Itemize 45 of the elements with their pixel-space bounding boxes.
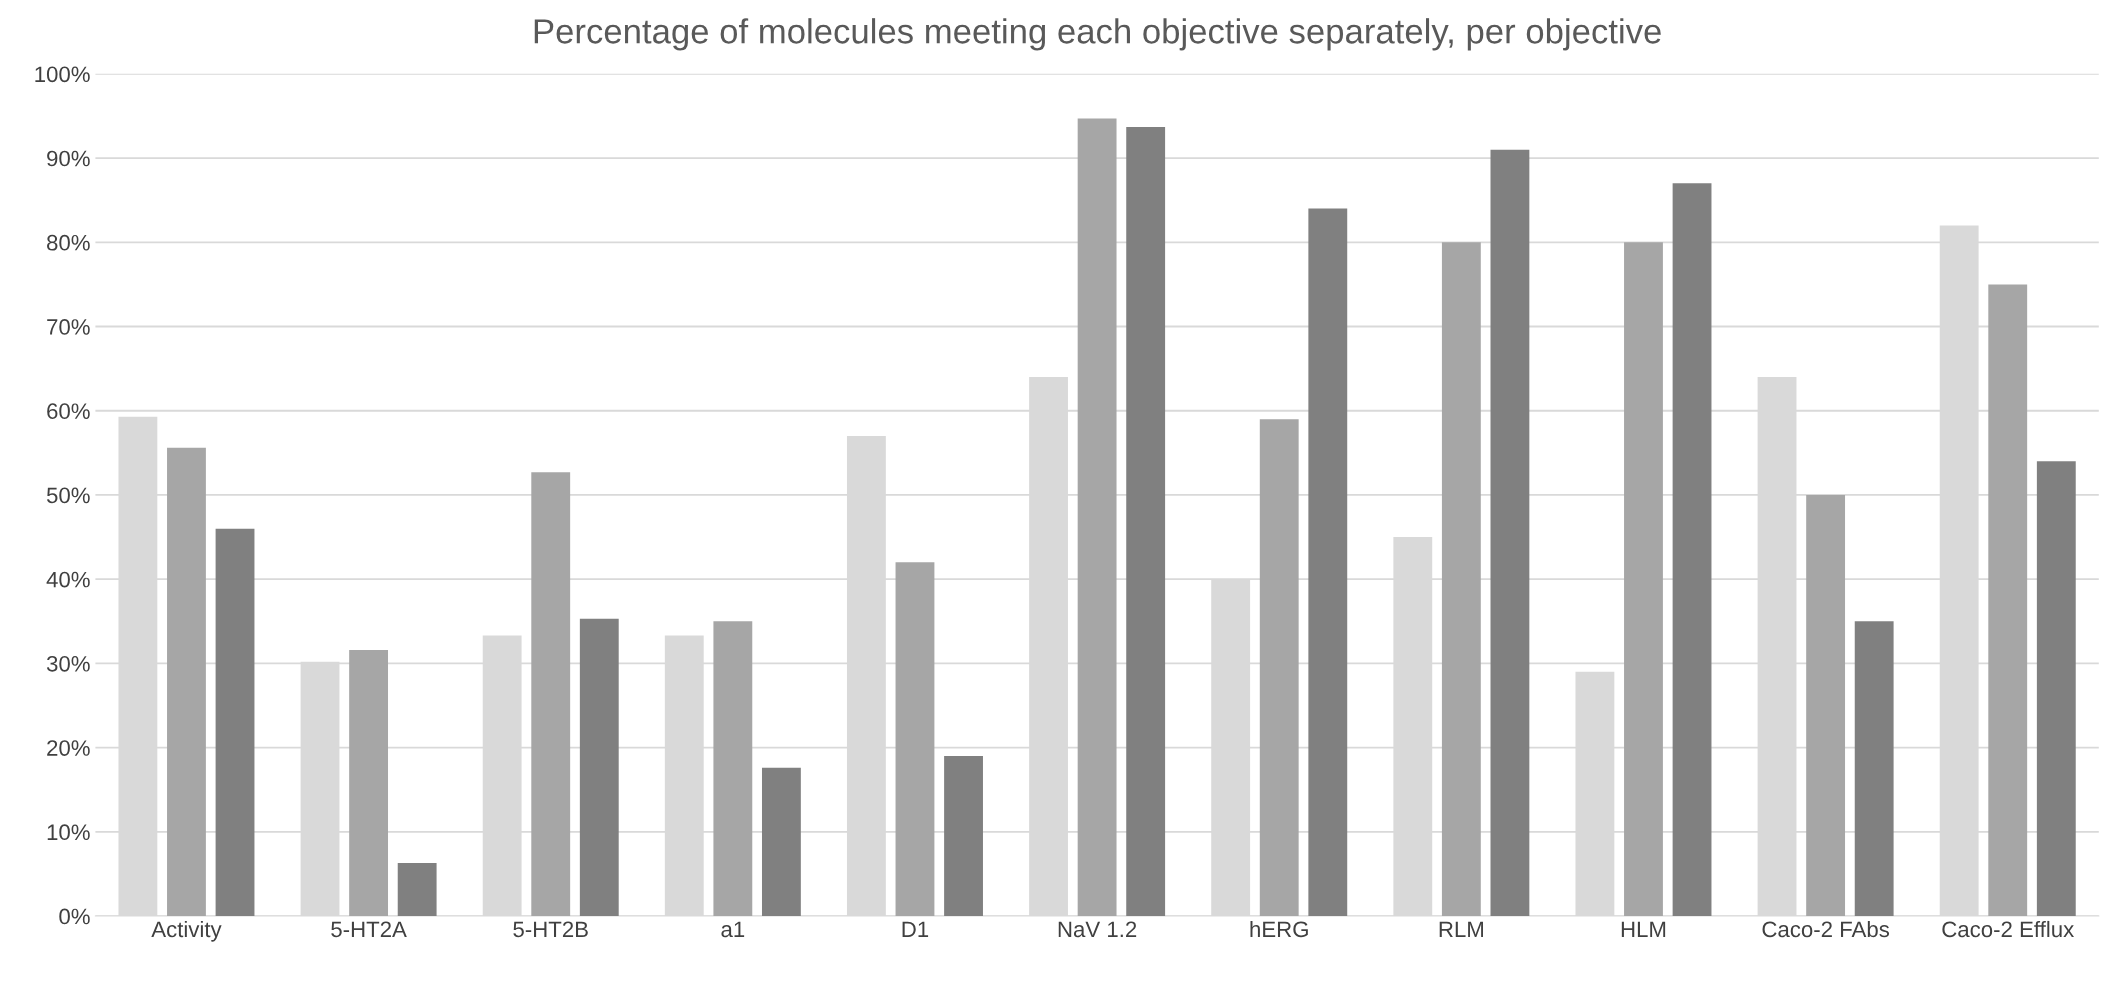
bar <box>531 472 571 917</box>
bar <box>1806 494 1846 917</box>
x-tick-label: Activity <box>151 920 222 942</box>
bar <box>579 618 619 917</box>
bar <box>215 528 255 917</box>
y-tick-label: 20% <box>47 740 90 756</box>
y-tick-label: 30% <box>46 655 90 672</box>
y-tick-label: 100% <box>35 66 90 83</box>
bar <box>1308 208 1348 917</box>
bar <box>1624 242 1663 917</box>
chart-title: Percentage of molecules meeting each objective separately, per objective <box>534 18 1661 51</box>
y-tick-label: 40% <box>46 571 90 588</box>
x-tick-label: NaV 1.2 <box>1058 921 1137 938</box>
bar <box>167 447 206 917</box>
bar <box>2036 461 2076 917</box>
bar <box>1441 242 1481 917</box>
bar <box>761 767 801 917</box>
bar <box>944 756 983 917</box>
bar <box>1259 419 1299 917</box>
y-tick-label: 80% <box>47 234 90 251</box>
x-tick-label: HLM <box>1621 921 1666 938</box>
x-tick-label: a1 <box>721 921 745 938</box>
bar <box>1490 149 1530 917</box>
bar <box>1672 183 1712 917</box>
y-tick-label: 0% <box>59 908 90 925</box>
bar <box>349 649 389 917</box>
bar <box>1988 284 2028 917</box>
bar <box>397 862 437 917</box>
bar <box>1077 118 1117 917</box>
bar <box>713 621 753 917</box>
y-tick-label: 60% <box>47 403 90 420</box>
bar <box>1854 621 1894 917</box>
y-tick-label: 10% <box>47 824 90 841</box>
x-tick-label: 5-HT2A <box>331 921 407 938</box>
x-tick-label: RLM <box>1439 921 1483 938</box>
y-tick-label: 50% <box>46 487 90 504</box>
x-tick-label: 5-HT2B <box>513 921 588 938</box>
x-tick-label: Caco-2 FAbs <box>1762 920 1890 938</box>
y-tick-label: 70% <box>47 319 90 335</box>
bar <box>1126 126 1166 917</box>
bar <box>895 562 935 917</box>
x-tick-label: Caco-2 Efflux <box>1942 920 2074 938</box>
x-tick-label: hERG <box>1250 920 1308 938</box>
x-tick-label: D1 <box>902 921 929 938</box>
y-tick-label: 90% <box>47 150 90 167</box>
